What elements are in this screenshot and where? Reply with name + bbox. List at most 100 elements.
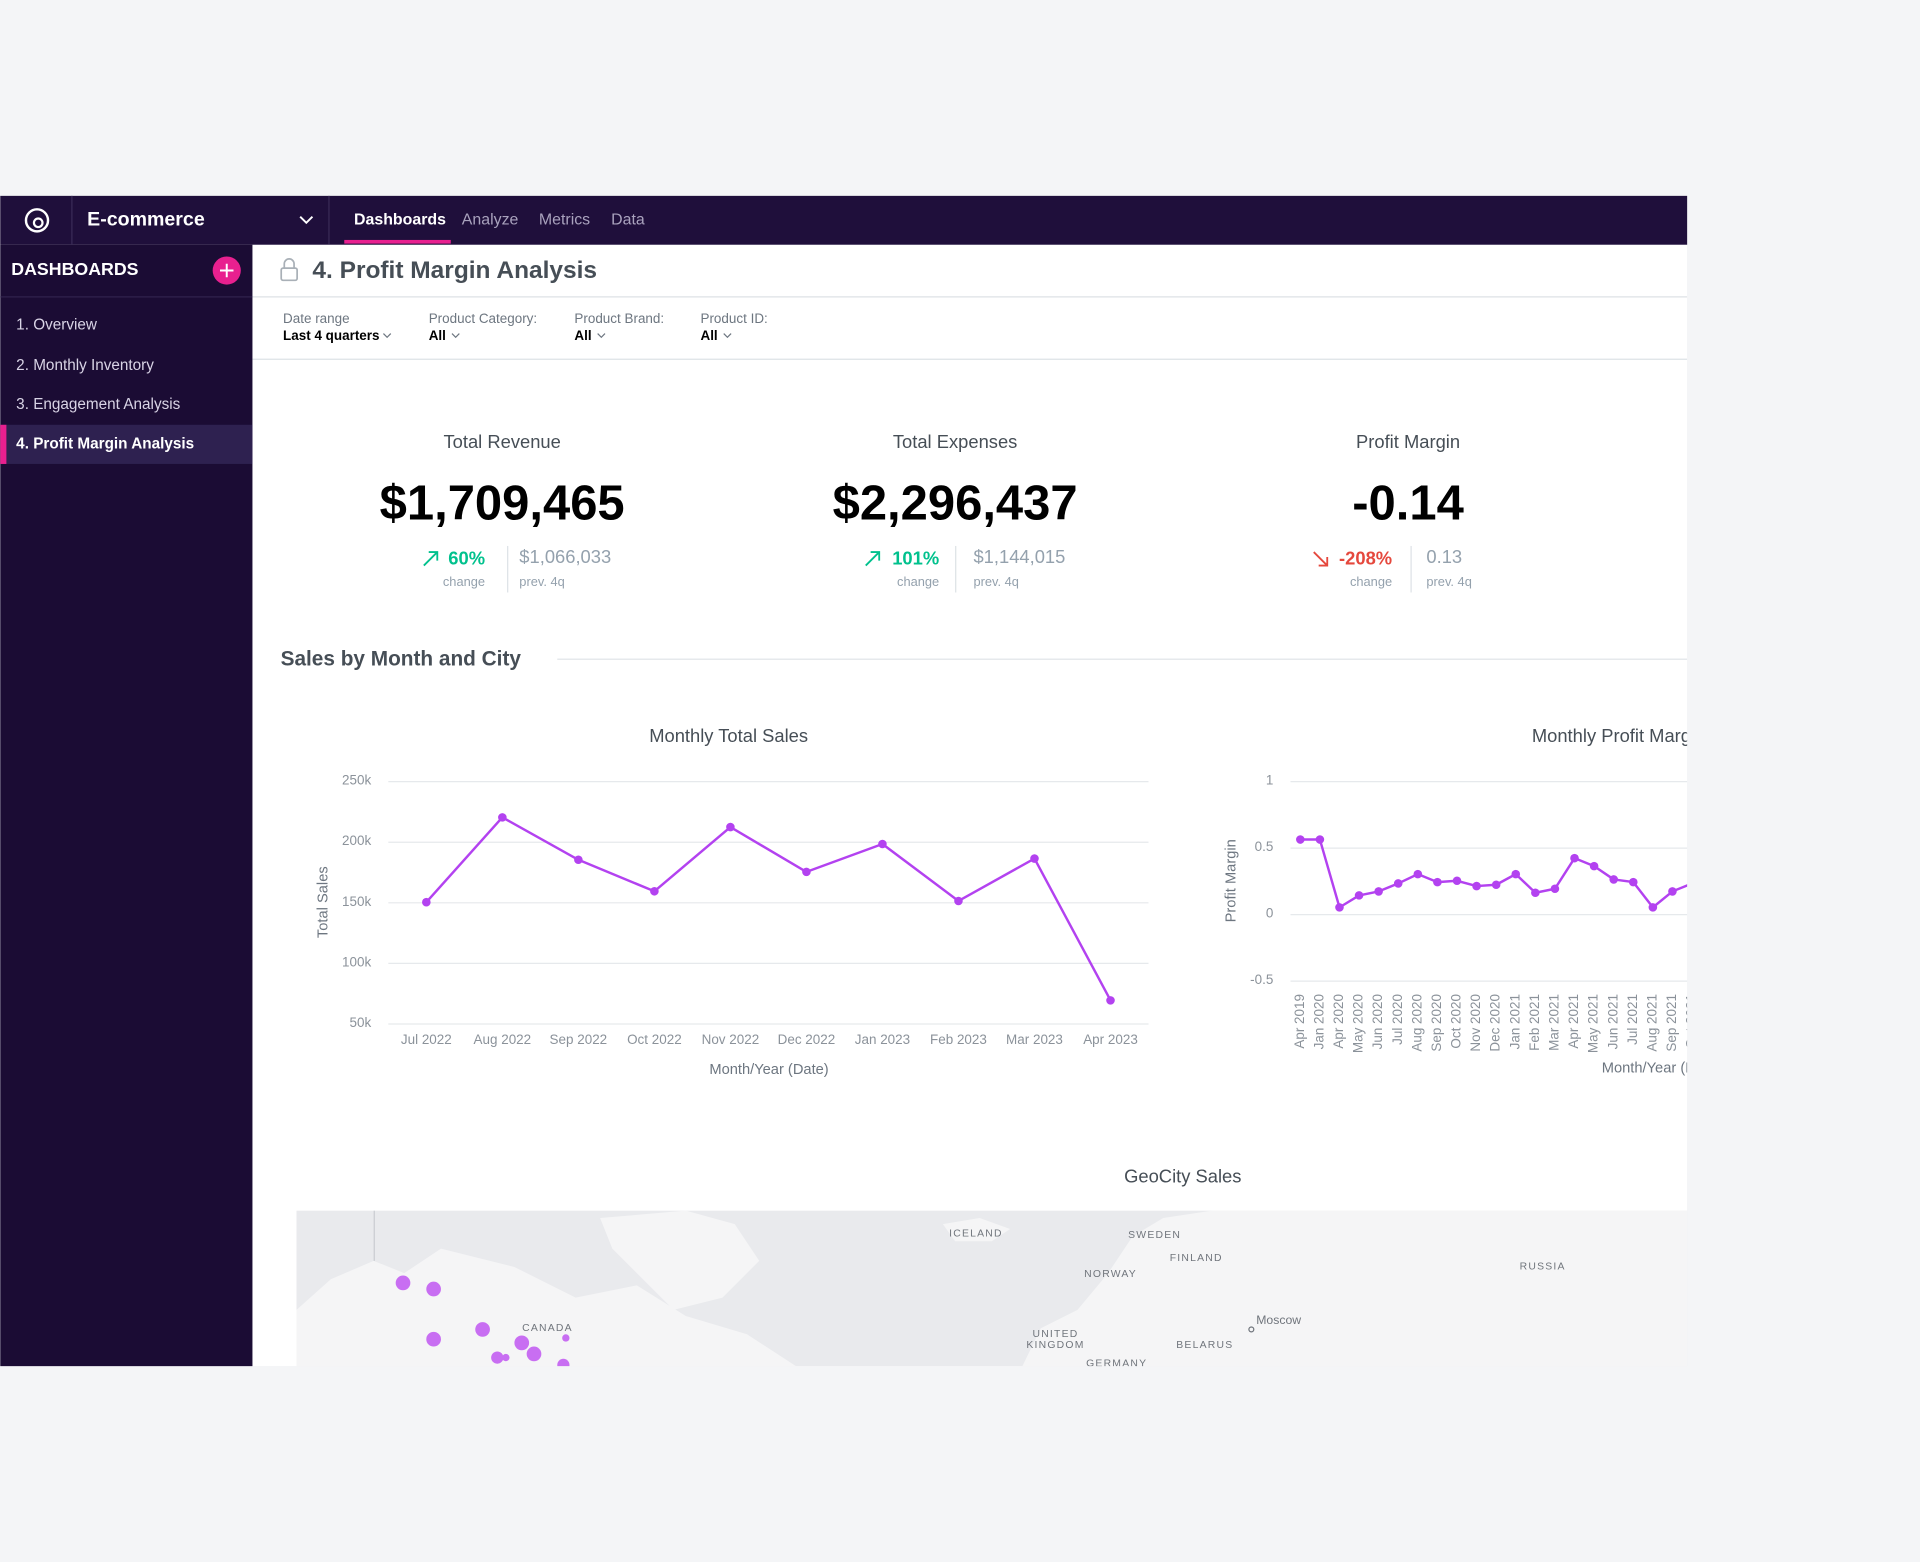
map-label: UNITED [1032,1329,1078,1340]
filter-chevron [451,333,460,339]
kpi-value: $1,709,465 [380,477,625,531]
city-dot[interactable] [557,1358,570,1371]
filter-value: Last 4 quarters [283,328,379,343]
city-dot[interactable] [502,1353,510,1362]
point [1374,887,1383,896]
kpi-change-label: change [1350,574,1392,589]
point [574,855,583,865]
up-arrow [423,551,439,567]
kpi-change: 60% [448,547,485,568]
map[interactable]: ICELAND SWEDEN FINLAND NORWAY RUSSIA CAN… [296,1210,1705,1371]
kpi-title: Profit Margin [1356,431,1460,452]
filter-label: Date range [283,311,350,326]
point [1628,877,1638,887]
x-tick-label: Oct 2022 [627,1032,682,1047]
x-tick-label: Jul 2022 [401,1032,452,1047]
x-tick-label: Aug 2022 [474,1032,532,1047]
point [1354,891,1364,900]
filter[interactable]: Date range Last 4 quarters [283,311,392,343]
city-dot[interactable] [526,1346,542,1362]
city-dot[interactable] [562,1334,570,1342]
y-axis-label: Profit Margin [1224,839,1240,922]
kpi-change: 101% [892,547,939,568]
x-tick-label: Apr 2019 [1292,994,1307,1049]
map-label: FINLAND [1170,1253,1223,1264]
x-tick-label: Sep 2022 [550,1032,608,1047]
nav-tab[interactable]: Dashboards [354,212,446,229]
kpi-value: -0.14 [1352,477,1464,531]
logo[interactable] [24,208,50,233]
filter-value: All [574,328,591,343]
workspace-chevron[interactable] [299,215,314,225]
nav-tab[interactable]: Data [611,212,645,229]
city-dot[interactable] [426,1331,441,1347]
x-tick-label: Jan 2023 [855,1032,910,1047]
x-tick-label: Feb 2023 [930,1032,987,1047]
filter-chevron [723,333,732,339]
x-tick-label: Oct 2021 [1684,994,1699,1049]
kpi-prev-label: prev. 4q [519,574,564,589]
y-tick-label: 200k [342,833,371,848]
filter[interactable]: Product ID: All [700,311,767,343]
y-axis-label: Total Sales [315,866,331,938]
map-label: CANADA [522,1323,573,1334]
city-dot[interactable] [426,1281,441,1297]
lock-shackle [283,258,295,269]
filter-chevron [597,333,606,339]
city-dot[interactable] [395,1275,411,1291]
main-bg [252,244,1688,1367]
city-dot[interactable] [514,1335,530,1351]
add-button-plus [220,263,234,278]
x-tick-label: Mar 2023 [1006,1032,1063,1047]
kpi-prev: 0.13 [1426,546,1462,567]
y-tick-label: 1 [1266,773,1273,788]
point [1433,877,1442,887]
nav-tab[interactable]: Metrics [539,212,590,229]
kpi-prev-label: prev. 4q [1426,574,1471,589]
x-tick-label: Jun 2020 [1370,994,1385,1049]
x-tick-label: Nov 2020 [1468,994,1483,1052]
filter[interactable]: Product Brand: All [574,311,664,343]
x-tick-label: Sep 2021 [1664,994,1679,1052]
city-dot[interactable] [475,1322,490,1337]
chart-title: Monthly Total Sales [649,725,808,746]
active-item-marker [0,424,7,464]
map-label: BELARUS [1176,1340,1233,1351]
sidebar-item[interactable]: 1. Overview [16,317,98,334]
filter[interactable]: Product Category: All [429,311,537,343]
main-area: 4. Profit Margin Analysis Date range Las… [252,244,1705,1371]
x-tick-label: Dec 2022 [778,1032,836,1047]
point [1531,888,1540,898]
y-tick-label: -0.5 [1250,972,1273,987]
sidebar-heading: DASHBOARDS [11,259,138,279]
sidebar-item[interactable]: 2. Monthly Inventory [16,357,154,374]
nav-tab[interactable]: Analyze [462,212,519,229]
x-tick-label: Jun 2021 [1605,994,1620,1049]
logo-ring [24,208,50,233]
y-tick-label: 250k [342,773,371,788]
point [1296,835,1305,844]
point [650,886,659,896]
city-dot[interactable] [491,1351,504,1364]
sidebar-item[interactable]: 3. Engagement Analysis [16,396,180,413]
y-tick-label: 50k [349,1015,371,1030]
x-axis-label: Month/Year (Date) [709,1062,828,1078]
point [954,896,963,906]
map-land [942,1218,1011,1242]
point [422,897,431,907]
add-dashboard-button[interactable] [212,256,241,285]
filter-label: Product Brand: [574,311,664,326]
active-item-bg [0,424,253,464]
sidebar-item-active[interactable]: 4. Profit Margin Analysis [16,435,194,452]
point [1570,853,1579,863]
map-label: NORWAY [1084,1269,1137,1280]
active-tab-underline [344,239,451,244]
workspace-name[interactable]: E-commerce [87,209,205,231]
y-tick-label: 150k [342,894,371,909]
x-tick-label: Jan 2021 [1507,994,1522,1049]
chart-title: Monthly Profit Margin [1532,725,1705,746]
point [1609,875,1618,884]
point [1106,996,1115,1005]
